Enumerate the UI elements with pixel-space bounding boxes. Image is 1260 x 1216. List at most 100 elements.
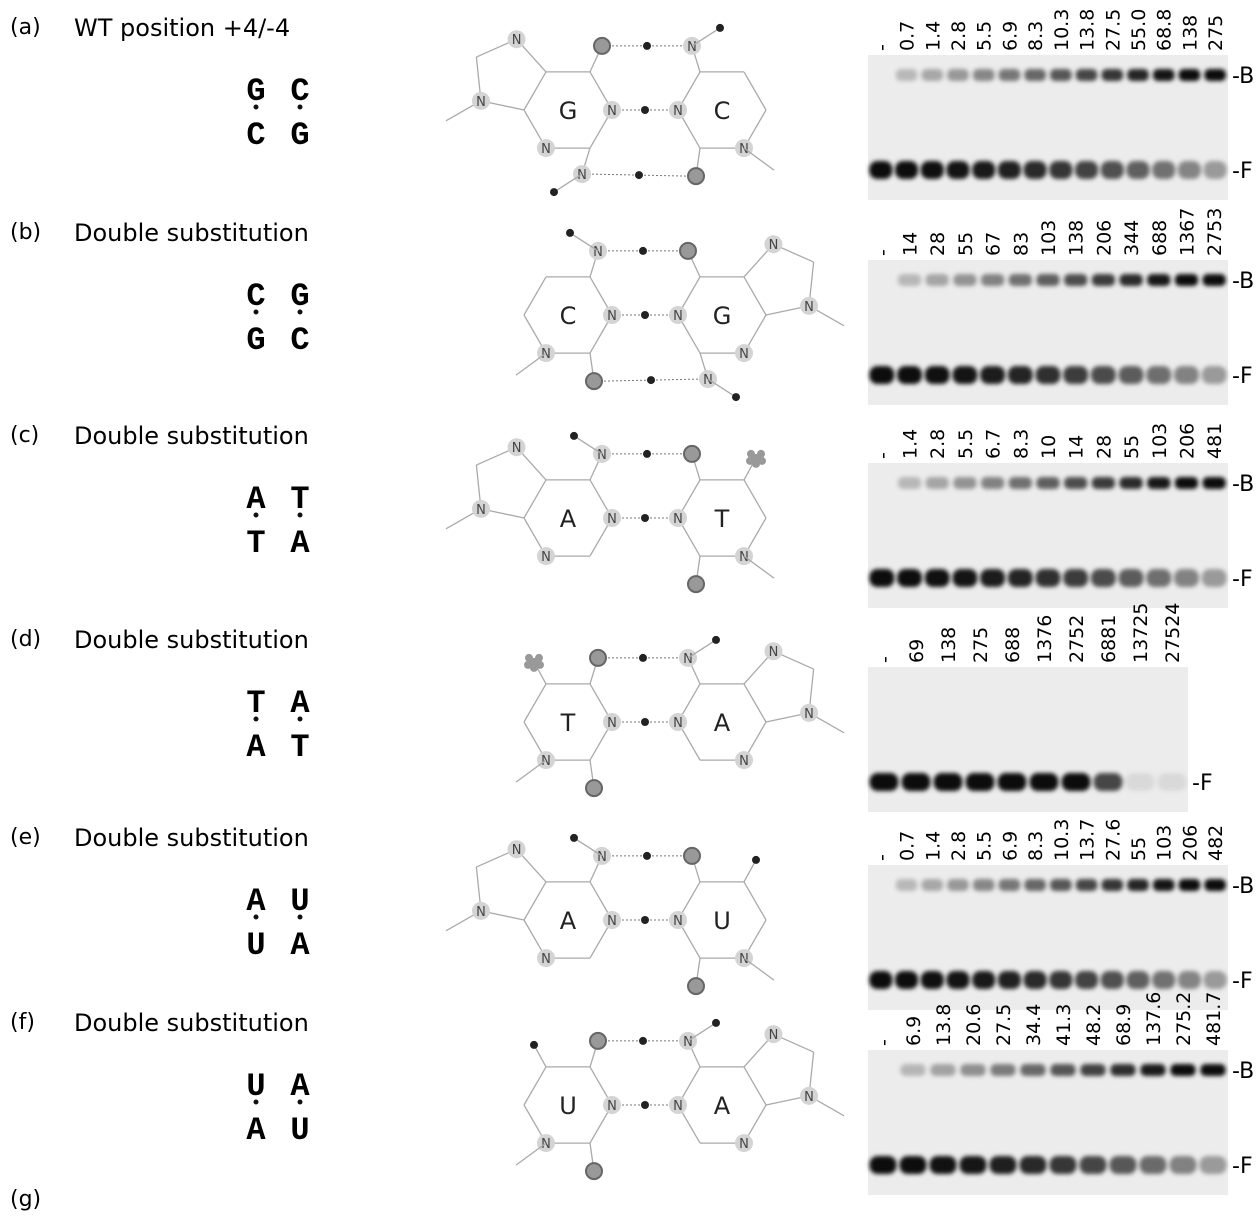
panel: (c)Double substitutionATTAANNNNNTNN-1.42… [10,422,1254,608]
methyl [757,450,765,458]
bond [516,1143,546,1165]
free-band [1200,1156,1227,1174]
bound-band [999,879,1021,891]
bound-band [947,69,969,81]
panel-label: (a) [10,15,41,40]
lane-label: 482 [1205,825,1227,861]
bond [688,1023,716,1041]
pair-letter: G [290,117,309,154]
lane-label: 103 [1149,423,1171,459]
bound-band [953,274,976,286]
atom-label: N [607,1099,617,1114]
bond [744,277,766,315]
atom-label: N [739,142,749,157]
lane-label: 6.7 [983,429,1005,459]
bound-band [1036,477,1059,489]
free-band [1170,1156,1197,1174]
free-band [1049,971,1072,989]
lane-label: 2753 [1204,208,1226,256]
lane-label: 688 [1002,627,1024,663]
base-letter: C [714,97,731,125]
lane-label: 138 [1179,15,1201,51]
bond [574,436,602,454]
free-band [1063,569,1088,587]
free-band [1008,366,1033,384]
lane-label: 0.7 [897,21,919,51]
hydrogen [716,24,724,32]
atom-label: N [739,347,749,362]
hydrogen [643,852,651,860]
bound-band [896,69,918,81]
atom-label: N [769,1028,779,1043]
lane-label: 14 [900,232,922,256]
bond [692,28,720,46]
pair-letter: C [290,322,309,359]
panel-label: (b) [10,220,41,245]
bond [744,1067,766,1105]
methyl [752,460,760,468]
pair-letter: C [246,117,265,154]
lane-label: 10.3 [1051,9,1073,51]
lane-label: 138 [1066,220,1088,256]
atom-label: N [607,512,617,527]
atom-label: N [673,512,683,527]
lane-label: 688 [1149,220,1171,256]
free-band [1110,1156,1137,1174]
free-band [972,161,995,179]
bond [516,353,546,375]
lane-label: 68.8 [1154,9,1176,51]
free-band [1062,773,1091,791]
atom-label: N [607,914,617,929]
free-band [966,773,995,791]
lane-label: 103 [1154,825,1176,861]
lane-label: 481 [1204,423,1226,459]
panel-label: (g) [10,1187,41,1212]
panel-title: WT position +4/-4 [74,14,290,42]
lane-label: 6881 [1098,615,1120,663]
lane-label: 275.2 [1173,992,1195,1046]
lane-label: 34.4 [1023,1004,1045,1046]
oxygen [688,576,704,592]
free-band [1119,366,1144,384]
bound-band [1119,477,1142,489]
free-band [1075,971,1098,989]
bond [744,480,766,518]
free-band [870,773,899,791]
atom-label: N [541,952,551,967]
panel: (d)Double substitutionTAATTNNANNNNN-6913… [10,603,1213,812]
bond [524,684,546,722]
lane-label: 2752 [1066,615,1088,663]
pair-letter: U [290,883,309,920]
lane-label: - [872,249,894,256]
atom-label: N [593,245,603,260]
atom-label: N [769,645,779,660]
atom-label: N [512,843,522,858]
methyl [747,450,755,458]
bond [524,1067,546,1105]
lane-label: 27.6 [1102,819,1124,861]
free-band [1024,161,1047,179]
free-band [1063,366,1088,384]
pair-letter: T [290,481,309,518]
panel-title: Double substitution [74,626,309,654]
hydrogen [752,856,760,864]
panel-label: (c) [10,423,39,448]
bound-band [921,879,943,891]
pair-letter: A [246,883,266,920]
free-band [1152,971,1175,989]
bound-band [898,274,921,286]
lane-label: 481.7 [1203,992,1225,1046]
lane-label: 5.5 [974,21,996,51]
hydrogen [641,106,649,114]
lane-label: 55 [955,232,977,256]
free-band [952,366,977,384]
free-band [895,161,918,179]
pair-letter: A [246,1112,266,1149]
lane-label: 275 [1205,15,1227,51]
band-label: -F [1232,1154,1253,1179]
lane-label: 1.4 [922,831,944,861]
band-label: -B [1232,1059,1254,1084]
base-letter: A [560,907,577,935]
free-band [1080,1156,1107,1174]
free-band [980,569,1005,587]
